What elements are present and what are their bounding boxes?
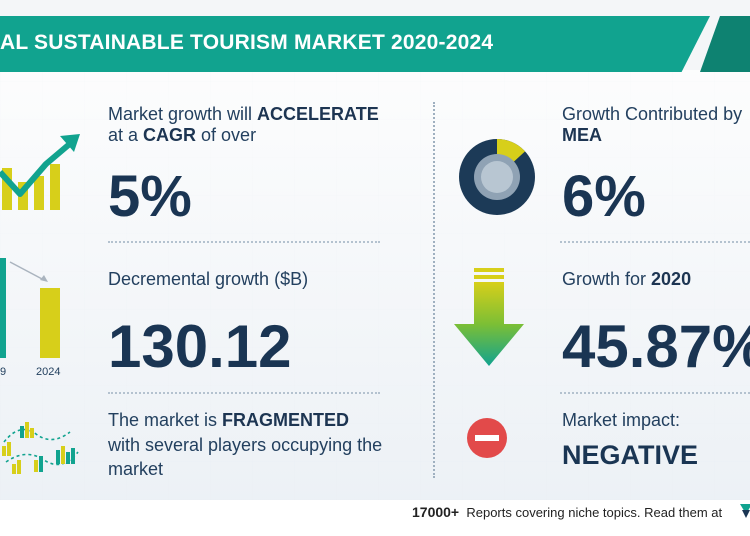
players-map-icon <box>2 422 79 474</box>
incremental-value: 130.12 <box>108 313 292 380</box>
region-label-line2: MEA <box>562 125 602 145</box>
yoy-label: Growth for 2020 <box>562 269 692 289</box>
cagr-label-line2: at a CAGR of over <box>108 125 257 145</box>
brand-logo-icon[interactable] <box>740 504 750 518</box>
market-label-line3: market <box>108 459 164 479</box>
banner-accent <box>700 16 750 72</box>
region-value: 6% <box>562 164 646 229</box>
row-divider-left-2 <box>108 392 380 394</box>
background-texture <box>0 70 750 500</box>
bar-chart-icon <box>0 258 60 358</box>
down-arrow-icon <box>454 268 524 366</box>
page-title: AL SUSTAINABLE TOURISM MARKET 2020-2024 <box>0 31 494 54</box>
bar-label-left: 9 <box>0 366 7 378</box>
yoy-value: 45.87% <box>562 313 750 380</box>
region-label-line1: Growth Contributed by <box>562 104 743 124</box>
market-label-line2: with several players occupying the <box>108 435 383 455</box>
bar-label-2024: 2024 <box>36 366 61 378</box>
row-divider-right-1 <box>560 241 750 243</box>
incremental-label: Decremental growth ($B) <box>108 269 309 289</box>
market-label-line1: The market is FRAGMENTED <box>108 410 350 430</box>
cagr-value: 5% <box>108 164 192 229</box>
title-banner <box>0 16 710 72</box>
impact-label: Market impact: <box>562 410 681 430</box>
row-divider-left-1 <box>108 241 380 243</box>
impact-value: NEGATIVE <box>562 440 699 470</box>
growth-chart-icon <box>0 134 80 210</box>
minus-circle-icon <box>467 418 507 458</box>
footer-bar <box>0 500 750 536</box>
footer-text: 17000+ Reports covering niche topics. Re… <box>412 504 723 520</box>
column-divider <box>433 102 435 478</box>
donut-chart-icon <box>459 139 535 215</box>
cagr-label-line1: Market growth will ACCELERATE <box>108 104 379 124</box>
row-divider-right-2 <box>560 392 750 394</box>
